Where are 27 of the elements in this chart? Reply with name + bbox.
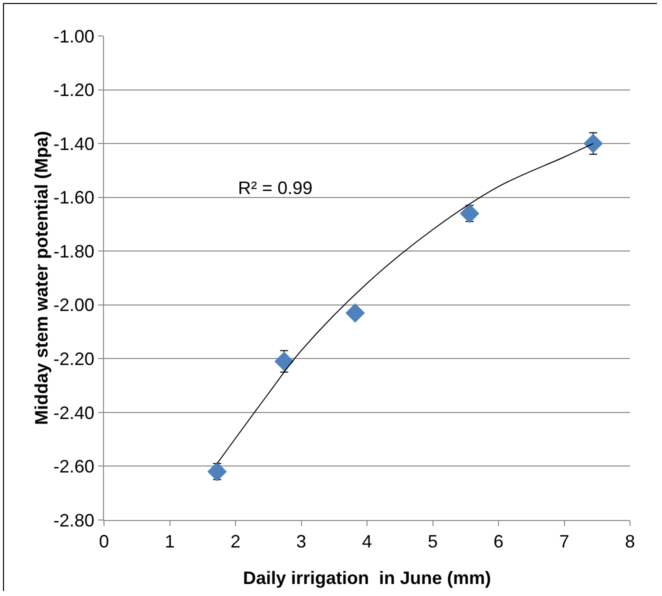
y-tick-label: -2.20 bbox=[53, 348, 94, 369]
x-tick-label: 7 bbox=[559, 532, 570, 552]
x-tick-label: 1 bbox=[164, 532, 175, 552]
y-tick-label: -2.00 bbox=[53, 295, 94, 316]
y-tick-label: -2.80 bbox=[53, 510, 94, 530]
x-tick-label: 6 bbox=[493, 532, 504, 552]
point bbox=[207, 462, 227, 482]
x-tick-label: 4 bbox=[362, 532, 372, 552]
point bbox=[274, 352, 294, 372]
y-tick-label: -1.20 bbox=[53, 80, 94, 100]
x-tick-label: 3 bbox=[296, 532, 306, 552]
y-tick-label: -1.80 bbox=[53, 241, 94, 262]
x-axis-title: Daily irrigation in June (mm) bbox=[242, 568, 492, 588]
x-tick-label: 8 bbox=[624, 532, 636, 552]
point bbox=[345, 303, 365, 323]
y-tick-label: -2.60 bbox=[53, 456, 94, 477]
y-tick-label: -1.00 bbox=[53, 26, 94, 46]
point bbox=[460, 204, 480, 224]
y-tick-label: -2.40 bbox=[53, 402, 94, 423]
annotation: R² = 0.99 bbox=[238, 178, 313, 198]
x-tick-label: 0 bbox=[98, 532, 110, 552]
y-tick-label: -1.40 bbox=[53, 134, 94, 154]
point bbox=[583, 134, 603, 154]
y-tick-label: -1.60 bbox=[53, 188, 94, 208]
x-tick-label: 5 bbox=[428, 532, 438, 552]
x-tick-label: 2 bbox=[230, 532, 241, 552]
y-axis-title: Midday stem water potential (Mpa) bbox=[31, 130, 52, 426]
